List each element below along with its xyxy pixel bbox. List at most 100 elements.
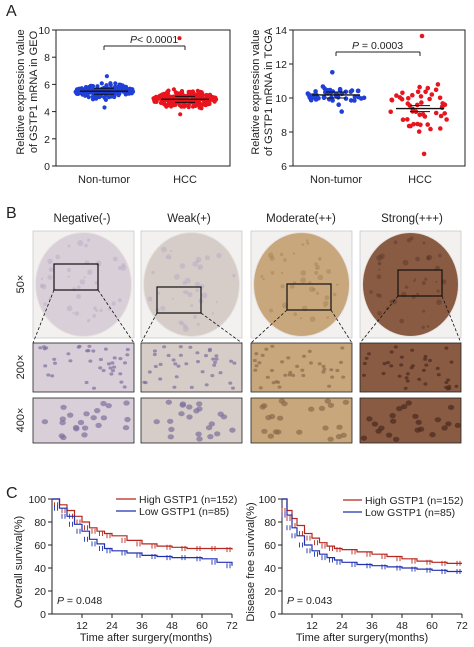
ihc-tissue-texture <box>92 313 97 318</box>
ihc-tissue-texture <box>415 256 420 262</box>
ihc-tissue-texture <box>216 252 222 259</box>
ihc-nucleus <box>362 373 366 377</box>
ihc-nucleus <box>77 419 85 426</box>
tcga-dot-hcc <box>433 87 439 93</box>
ihc-tissue-texture <box>435 280 438 283</box>
ihc-nucleus <box>367 352 371 356</box>
ihc-nucleus <box>454 422 462 428</box>
ihc-nucleus <box>118 357 123 361</box>
ihc-nucleus <box>390 418 397 424</box>
ihc-tissue-texture <box>194 281 201 287</box>
ihc-tissue-texture <box>315 267 319 270</box>
ihc-nucleus <box>50 374 55 378</box>
ihc-nucleus <box>447 384 452 388</box>
ihc-nucleus <box>195 431 202 437</box>
ihc-nucleus <box>371 421 379 427</box>
ihc-nucleus <box>166 353 171 358</box>
ihc-nucleus <box>84 380 89 385</box>
ihc-nucleus <box>43 364 48 368</box>
tcga-dot-non-tumor <box>343 96 349 101</box>
ihc-nucleus <box>405 372 410 376</box>
ihc-nucleus <box>123 361 127 365</box>
ihc-nucleus <box>53 361 57 365</box>
ihc-nucleus <box>87 344 92 348</box>
tcga-dot-hcc <box>425 85 431 91</box>
ihc-tissue-texture <box>232 273 236 278</box>
ihc-nucleus <box>277 385 282 389</box>
ihc-nucleus <box>270 368 274 373</box>
dfs-ytick-label: 0 <box>270 609 276 621</box>
ihc-nucleus <box>196 360 200 364</box>
geo-y-ticks: 0 2 4 6 8 10 <box>38 25 56 173</box>
tcga-dot-hcc <box>425 122 431 127</box>
ihc-tissue-texture <box>107 307 111 311</box>
ihc-nucleus <box>41 419 49 425</box>
tcga-ytick-label: 10 <box>275 93 287 105</box>
ihc-nucleus <box>410 348 415 352</box>
ihc-nucleus <box>196 401 203 407</box>
ihc-cells <box>32 230 462 444</box>
ihc-tissue-texture <box>308 280 312 285</box>
geo-dot-hcc <box>214 97 219 102</box>
ihc-nucleus <box>423 354 428 359</box>
tcga-dot-hcc <box>428 126 433 132</box>
ihc-nucleus <box>44 346 49 350</box>
tcga-ytick-label: 6 <box>281 161 287 173</box>
tcga-dot-hcc <box>444 117 449 122</box>
ihc-nucleus <box>217 411 224 417</box>
ihc-nucleus <box>214 357 219 361</box>
ihc-nucleus <box>321 364 326 368</box>
ihc-nucleus <box>274 380 279 384</box>
ihc-nucleus <box>434 417 442 423</box>
ihc-zoom-guide <box>359 295 399 344</box>
dfs-km-plot: Disease free survival(%) 0 20 40 60 80 100 12 2… <box>245 494 468 644</box>
ihc-nucleus <box>98 357 103 362</box>
dfs-pvalue: P = 0.043 <box>287 595 332 607</box>
tcga-dot-hcc <box>418 94 424 99</box>
ihc-tissue-texture <box>299 317 303 320</box>
ihc-tissue-texture <box>67 275 70 278</box>
ihc-tissue-texture <box>426 325 430 328</box>
ihc-nucleus <box>112 365 117 369</box>
ihc-nucleus <box>204 354 208 358</box>
ihc-tissue-texture <box>283 258 287 262</box>
ihc-tissue-texture <box>196 322 200 326</box>
ihc-nucleus <box>317 362 322 366</box>
ihc-tissue-texture <box>269 255 275 261</box>
ihc-nucleus <box>252 358 257 363</box>
ihc-nucleus <box>178 353 183 357</box>
tcga-dot-hcc <box>437 95 443 101</box>
ihc-tissue-texture <box>317 257 322 261</box>
tcga-dot-non-tumor <box>339 109 345 114</box>
ihc-nucleus <box>214 354 219 358</box>
ihc-nucleus <box>264 347 269 351</box>
tcga-dot-hcc <box>417 84 422 90</box>
ihc-tissue-texture <box>391 298 398 305</box>
geo-category-nontumor: Non-tumor <box>78 174 130 186</box>
dfs-xtick-label: 24 <box>336 620 348 632</box>
ihc-nucleus <box>375 428 382 434</box>
ihc-nucleus <box>119 380 124 384</box>
ihc-nucleus <box>108 366 113 370</box>
tcga-dot-hcc <box>429 92 435 97</box>
ihc-tissue-texture <box>289 284 295 289</box>
ihc-nucleus <box>167 434 174 440</box>
ihc-nucleus <box>272 429 280 435</box>
ihc-nucleus <box>204 383 209 387</box>
ihc-nucleus <box>393 436 400 442</box>
ihc-nucleus <box>381 371 386 376</box>
ihc-column-negative: Negative(-) <box>54 213 111 225</box>
ihc-nucleus <box>125 347 130 352</box>
ihc-tissue-texture <box>369 290 373 294</box>
ihc-row-400x: 400× <box>15 408 27 433</box>
ihc-nucleus <box>153 364 158 369</box>
tcga-dot-non-tumor <box>320 84 326 89</box>
ihc-tissue-texture <box>309 316 316 322</box>
os-legend: High GSTP1 (n=152) Low GSTP1 (n=85) <box>116 494 237 518</box>
ihc-nucleus <box>409 366 414 370</box>
ihc-tissue-texture <box>301 243 305 246</box>
tcga-dot-non-tumor <box>308 97 314 103</box>
ihc-tissue-texture <box>211 312 215 315</box>
ihc-tissue-texture <box>323 300 329 307</box>
tcga-dot-non-tumor <box>356 94 361 100</box>
